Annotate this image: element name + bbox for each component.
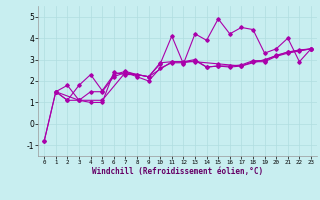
X-axis label: Windchill (Refroidissement éolien,°C): Windchill (Refroidissement éolien,°C)	[92, 167, 263, 176]
